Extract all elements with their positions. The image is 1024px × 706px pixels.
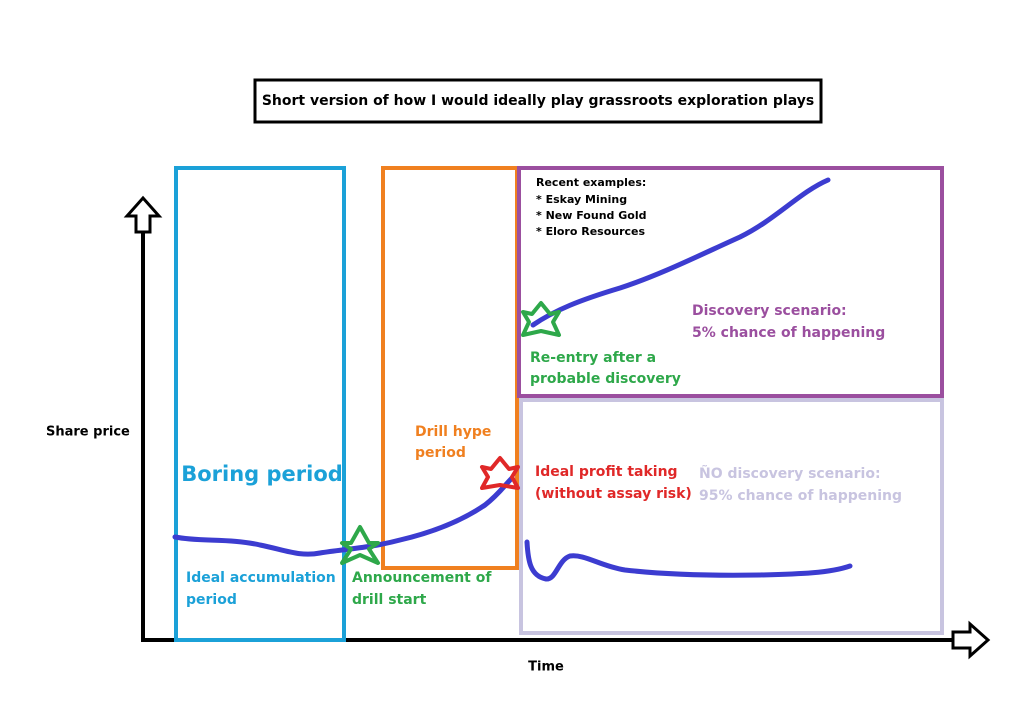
profit-note: (without assay risk) <box>535 486 692 502</box>
example: * Eloro Resources <box>536 225 646 238</box>
hype-note: period <box>415 445 466 461</box>
profit-note: Ideal profit taking <box>535 464 678 480</box>
discovery-box <box>517 166 944 398</box>
boring-box <box>174 166 346 642</box>
reentry-note: Re-entry after a <box>530 350 656 366</box>
drill-start-note: drill start <box>352 592 427 608</box>
boring-title: Boring period <box>181 462 343 486</box>
title-box <box>253 78 823 124</box>
no-discovery-note: 95% chance of happening <box>699 488 902 504</box>
boring-note: period <box>186 592 237 608</box>
drill-start-note: Announcement of <box>352 570 492 586</box>
discovery-note: 5% chance of happening <box>692 325 885 341</box>
reentry-note: probable discovery <box>530 371 681 387</box>
x-arrow <box>951 620 991 660</box>
no-discovery-curve <box>524 539 853 582</box>
no-discovery-note: ÑO discovery scenario: <box>699 465 881 482</box>
example: * New Found Gold <box>536 209 646 222</box>
boring-note: Ideal accumulation <box>186 570 336 586</box>
price-curve <box>172 475 515 557</box>
star <box>521 301 561 337</box>
title: Short version of how I would ideally pla… <box>262 93 814 109</box>
star <box>480 456 520 490</box>
example: * Eskay Mining <box>536 193 627 206</box>
y-arrow <box>123 195 163 234</box>
no-discovery-box <box>519 398 944 635</box>
discovery-note: Discovery scenario: <box>692 303 847 319</box>
y-label: Share price <box>46 425 130 440</box>
x-label: Time <box>528 660 564 675</box>
example: Recent examples: <box>536 176 646 189</box>
discovery-curve <box>530 177 831 328</box>
star <box>340 525 380 565</box>
hype-note: Drill hype <box>415 424 491 440</box>
